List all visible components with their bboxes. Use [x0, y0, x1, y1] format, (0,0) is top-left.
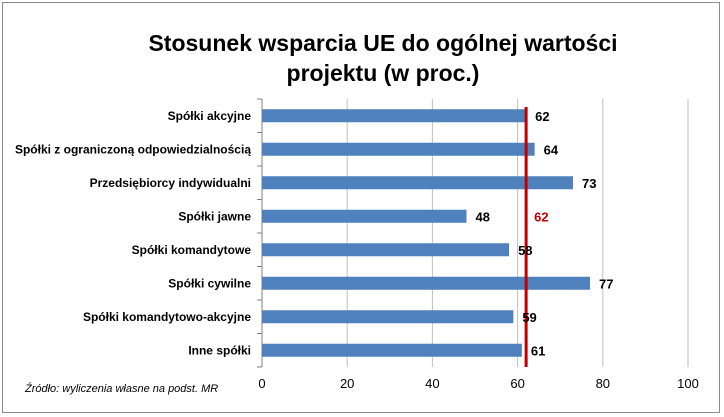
reference-line-label: 62 — [534, 209, 548, 224]
bar — [262, 276, 591, 290]
chart-title-line-1: Stosunek wsparcia UE do ogólnej wartości — [148, 30, 617, 56]
category-label: Przedsiębiorcy indywidualni — [90, 176, 251, 190]
value-label: 59 — [522, 310, 536, 325]
reference-line-group: 62 — [524, 107, 549, 367]
value-label: 77 — [599, 276, 613, 291]
bars — [262, 109, 591, 357]
value-label: 62 — [535, 109, 549, 124]
value-label: 73 — [582, 176, 596, 191]
category-label: Spółki z ograniczoną odpowiedzialnością — [15, 142, 251, 156]
category-label: Spółki akcyjne — [168, 109, 252, 123]
chart-title-line-2: projektu (w proc.) — [287, 60, 480, 86]
bar — [262, 176, 573, 190]
bar — [262, 209, 467, 223]
category-label: Spółki komandytowe — [132, 243, 252, 257]
x-tick-label: 100 — [677, 376, 699, 391]
category-label: Spółki cywilne — [168, 276, 251, 290]
bar — [262, 142, 535, 156]
category-label: Spółki jawne — [178, 209, 251, 223]
category-label: Spółki komandytowo-akcyjne — [83, 310, 251, 324]
category-label: Inne spółki — [188, 343, 251, 357]
x-tick-label: 0 — [258, 376, 265, 391]
value-label: 48 — [475, 209, 489, 224]
value-label: 64 — [544, 142, 559, 157]
source-note: Źródło: wyliczenia własne na podst. MR — [24, 382, 218, 395]
bar — [262, 109, 527, 123]
category-labels: Spółki akcyjne Spółki z ograniczoną odpow… — [15, 109, 251, 358]
x-tick-label: 20 — [340, 376, 354, 391]
x-tick-label: 40 — [425, 376, 439, 391]
chart-frame: 62 62 64 73 48 58 77 59 61 Spółki akcyjne Spółki… — [2, 2, 720, 413]
bar — [262, 343, 522, 357]
gridlines — [257, 98, 689, 368]
value-label: 61 — [531, 343, 545, 358]
x-tick-label: 60 — [510, 376, 524, 391]
bar — [262, 243, 510, 257]
value-label: 58 — [518, 243, 532, 258]
x-tick-label: 80 — [596, 376, 610, 391]
x-tick-labels: 0 20 40 60 80 100 — [258, 376, 698, 391]
value-labels: 62 64 73 48 58 77 59 61 — [475, 109, 613, 359]
bar — [262, 310, 514, 324]
